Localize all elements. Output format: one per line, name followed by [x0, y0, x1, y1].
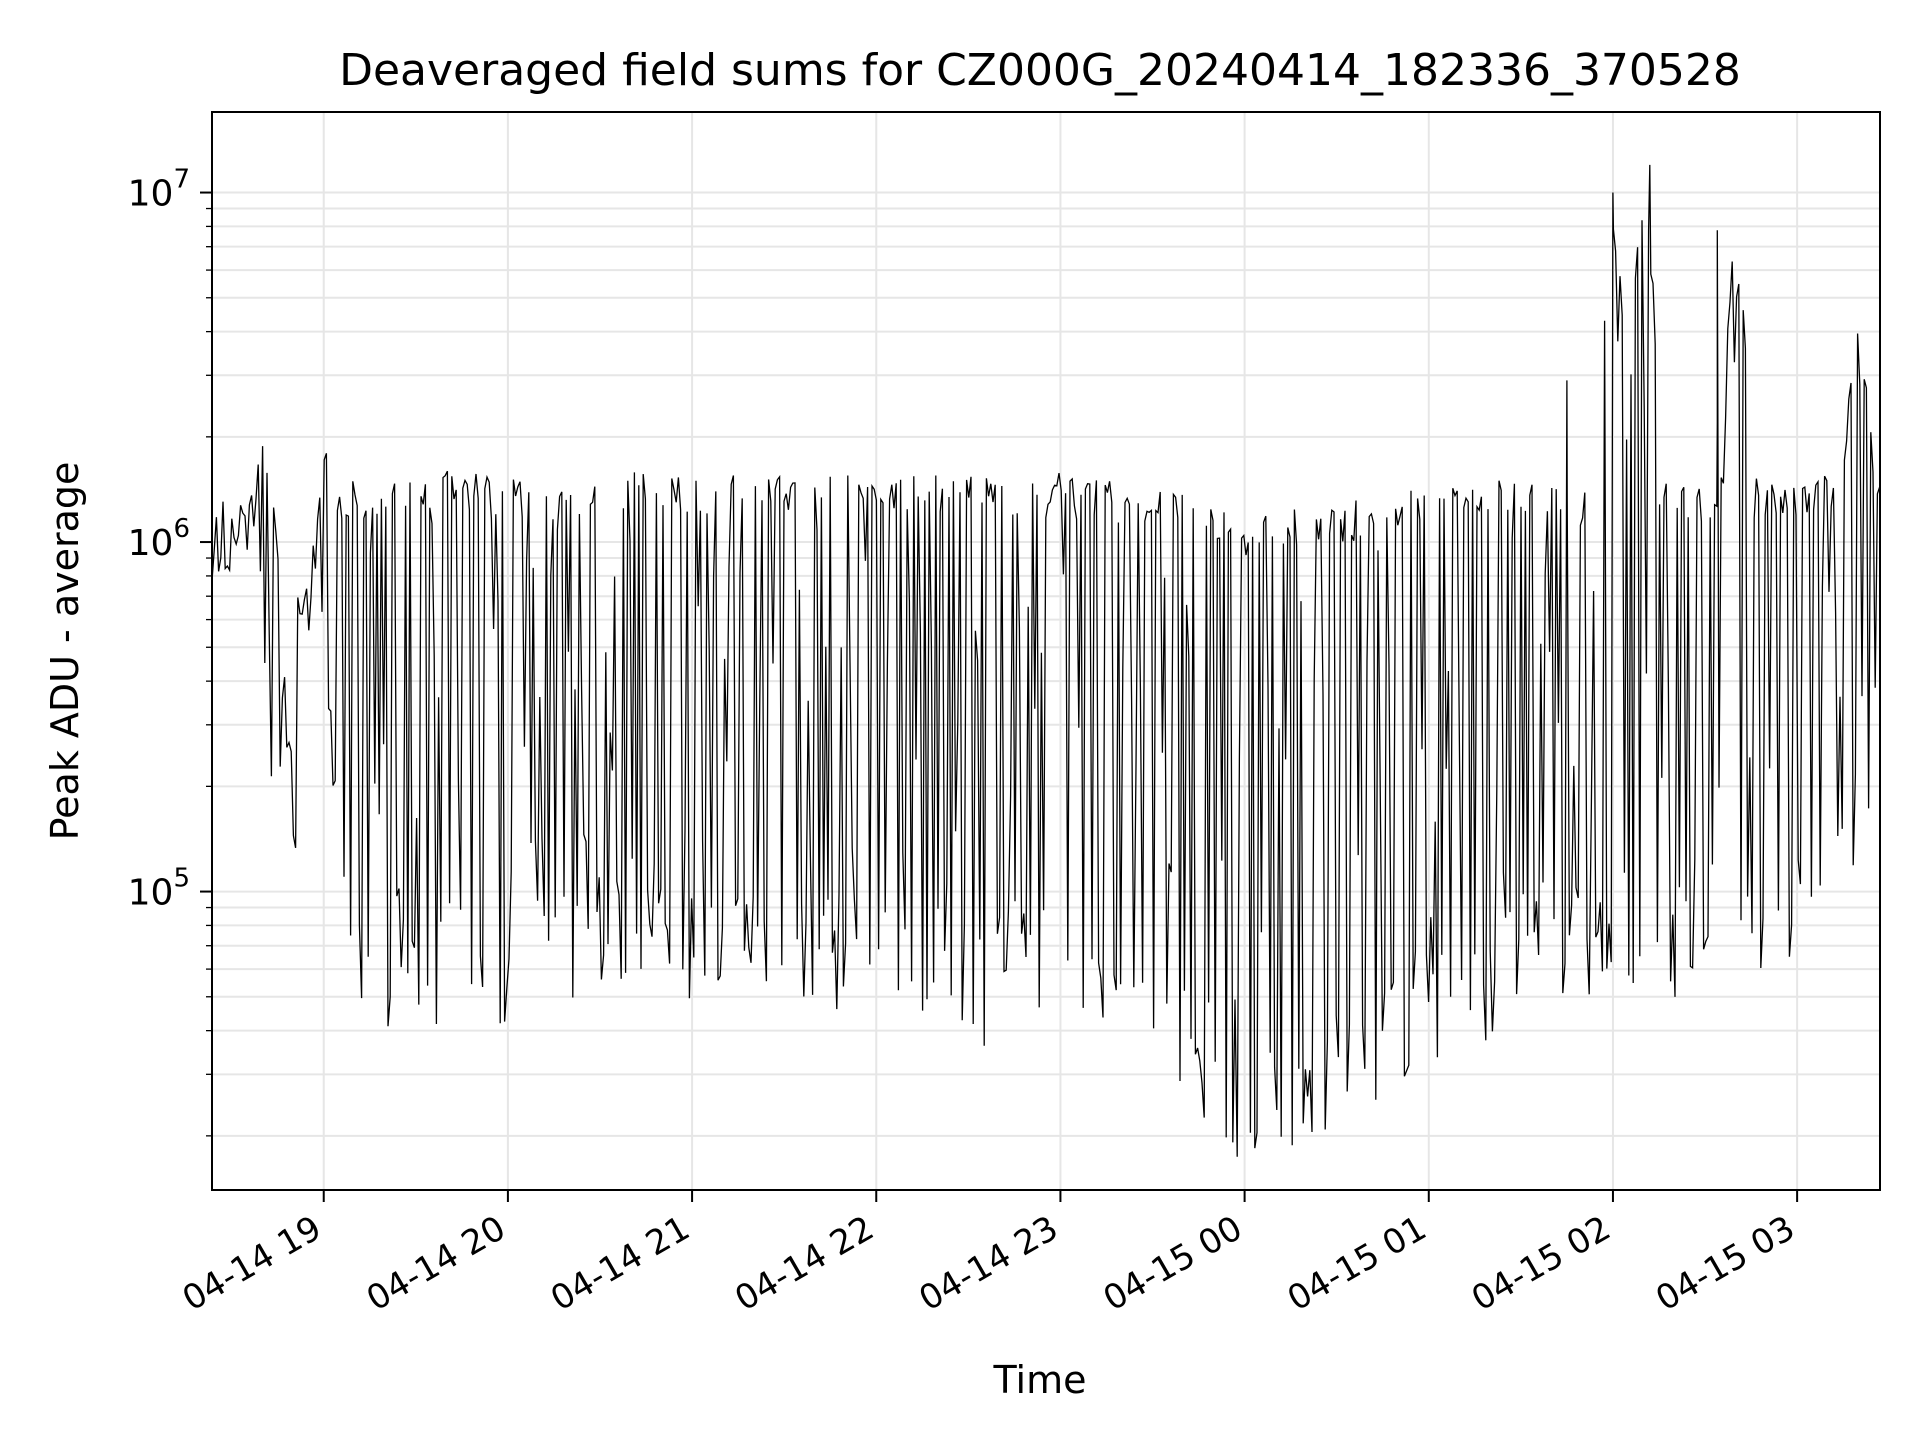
series-line	[212, 164, 1880, 1157]
grid-lines	[212, 112, 1880, 1190]
y-tick-label: 106	[128, 514, 190, 564]
x-axis-label: Time	[993, 1358, 1087, 1402]
y-tick-label: 107	[128, 165, 190, 215]
plot-series-group	[212, 164, 1880, 1157]
chart-title: Deaveraged field sums for CZ000G_2024041…	[339, 45, 1741, 96]
y-axis-ticks: 105 106 107	[128, 165, 212, 1137]
y-axis-label: Peak ADU - average	[43, 462, 87, 841]
y-tick-label: 105	[128, 864, 190, 914]
plot-frame	[211, 111, 1881, 1191]
